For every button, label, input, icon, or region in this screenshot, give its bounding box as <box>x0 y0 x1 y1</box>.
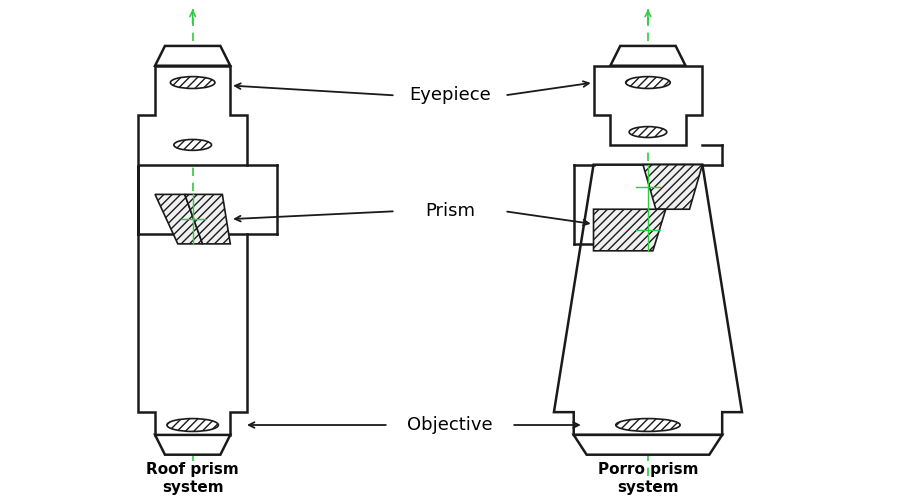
Polygon shape <box>610 46 686 66</box>
Polygon shape <box>184 194 230 244</box>
Polygon shape <box>139 164 248 435</box>
Text: Prism: Prism <box>425 202 475 220</box>
Polygon shape <box>554 164 742 435</box>
Text: Roof prism
system: Roof prism system <box>147 462 239 494</box>
Text: Objective: Objective <box>407 416 493 434</box>
Polygon shape <box>155 46 230 66</box>
Polygon shape <box>155 194 202 244</box>
Polygon shape <box>643 164 702 209</box>
Ellipse shape <box>170 76 215 88</box>
Polygon shape <box>593 66 702 145</box>
Ellipse shape <box>626 76 670 88</box>
Ellipse shape <box>616 418 680 432</box>
Text: Porro prism
system: Porro prism system <box>598 462 698 494</box>
Ellipse shape <box>629 126 667 138</box>
Polygon shape <box>593 209 666 251</box>
Polygon shape <box>139 66 248 164</box>
Ellipse shape <box>166 418 219 432</box>
Ellipse shape <box>174 140 212 150</box>
Polygon shape <box>573 435 722 454</box>
Text: Eyepiece: Eyepiece <box>410 86 490 104</box>
Polygon shape <box>155 435 230 454</box>
